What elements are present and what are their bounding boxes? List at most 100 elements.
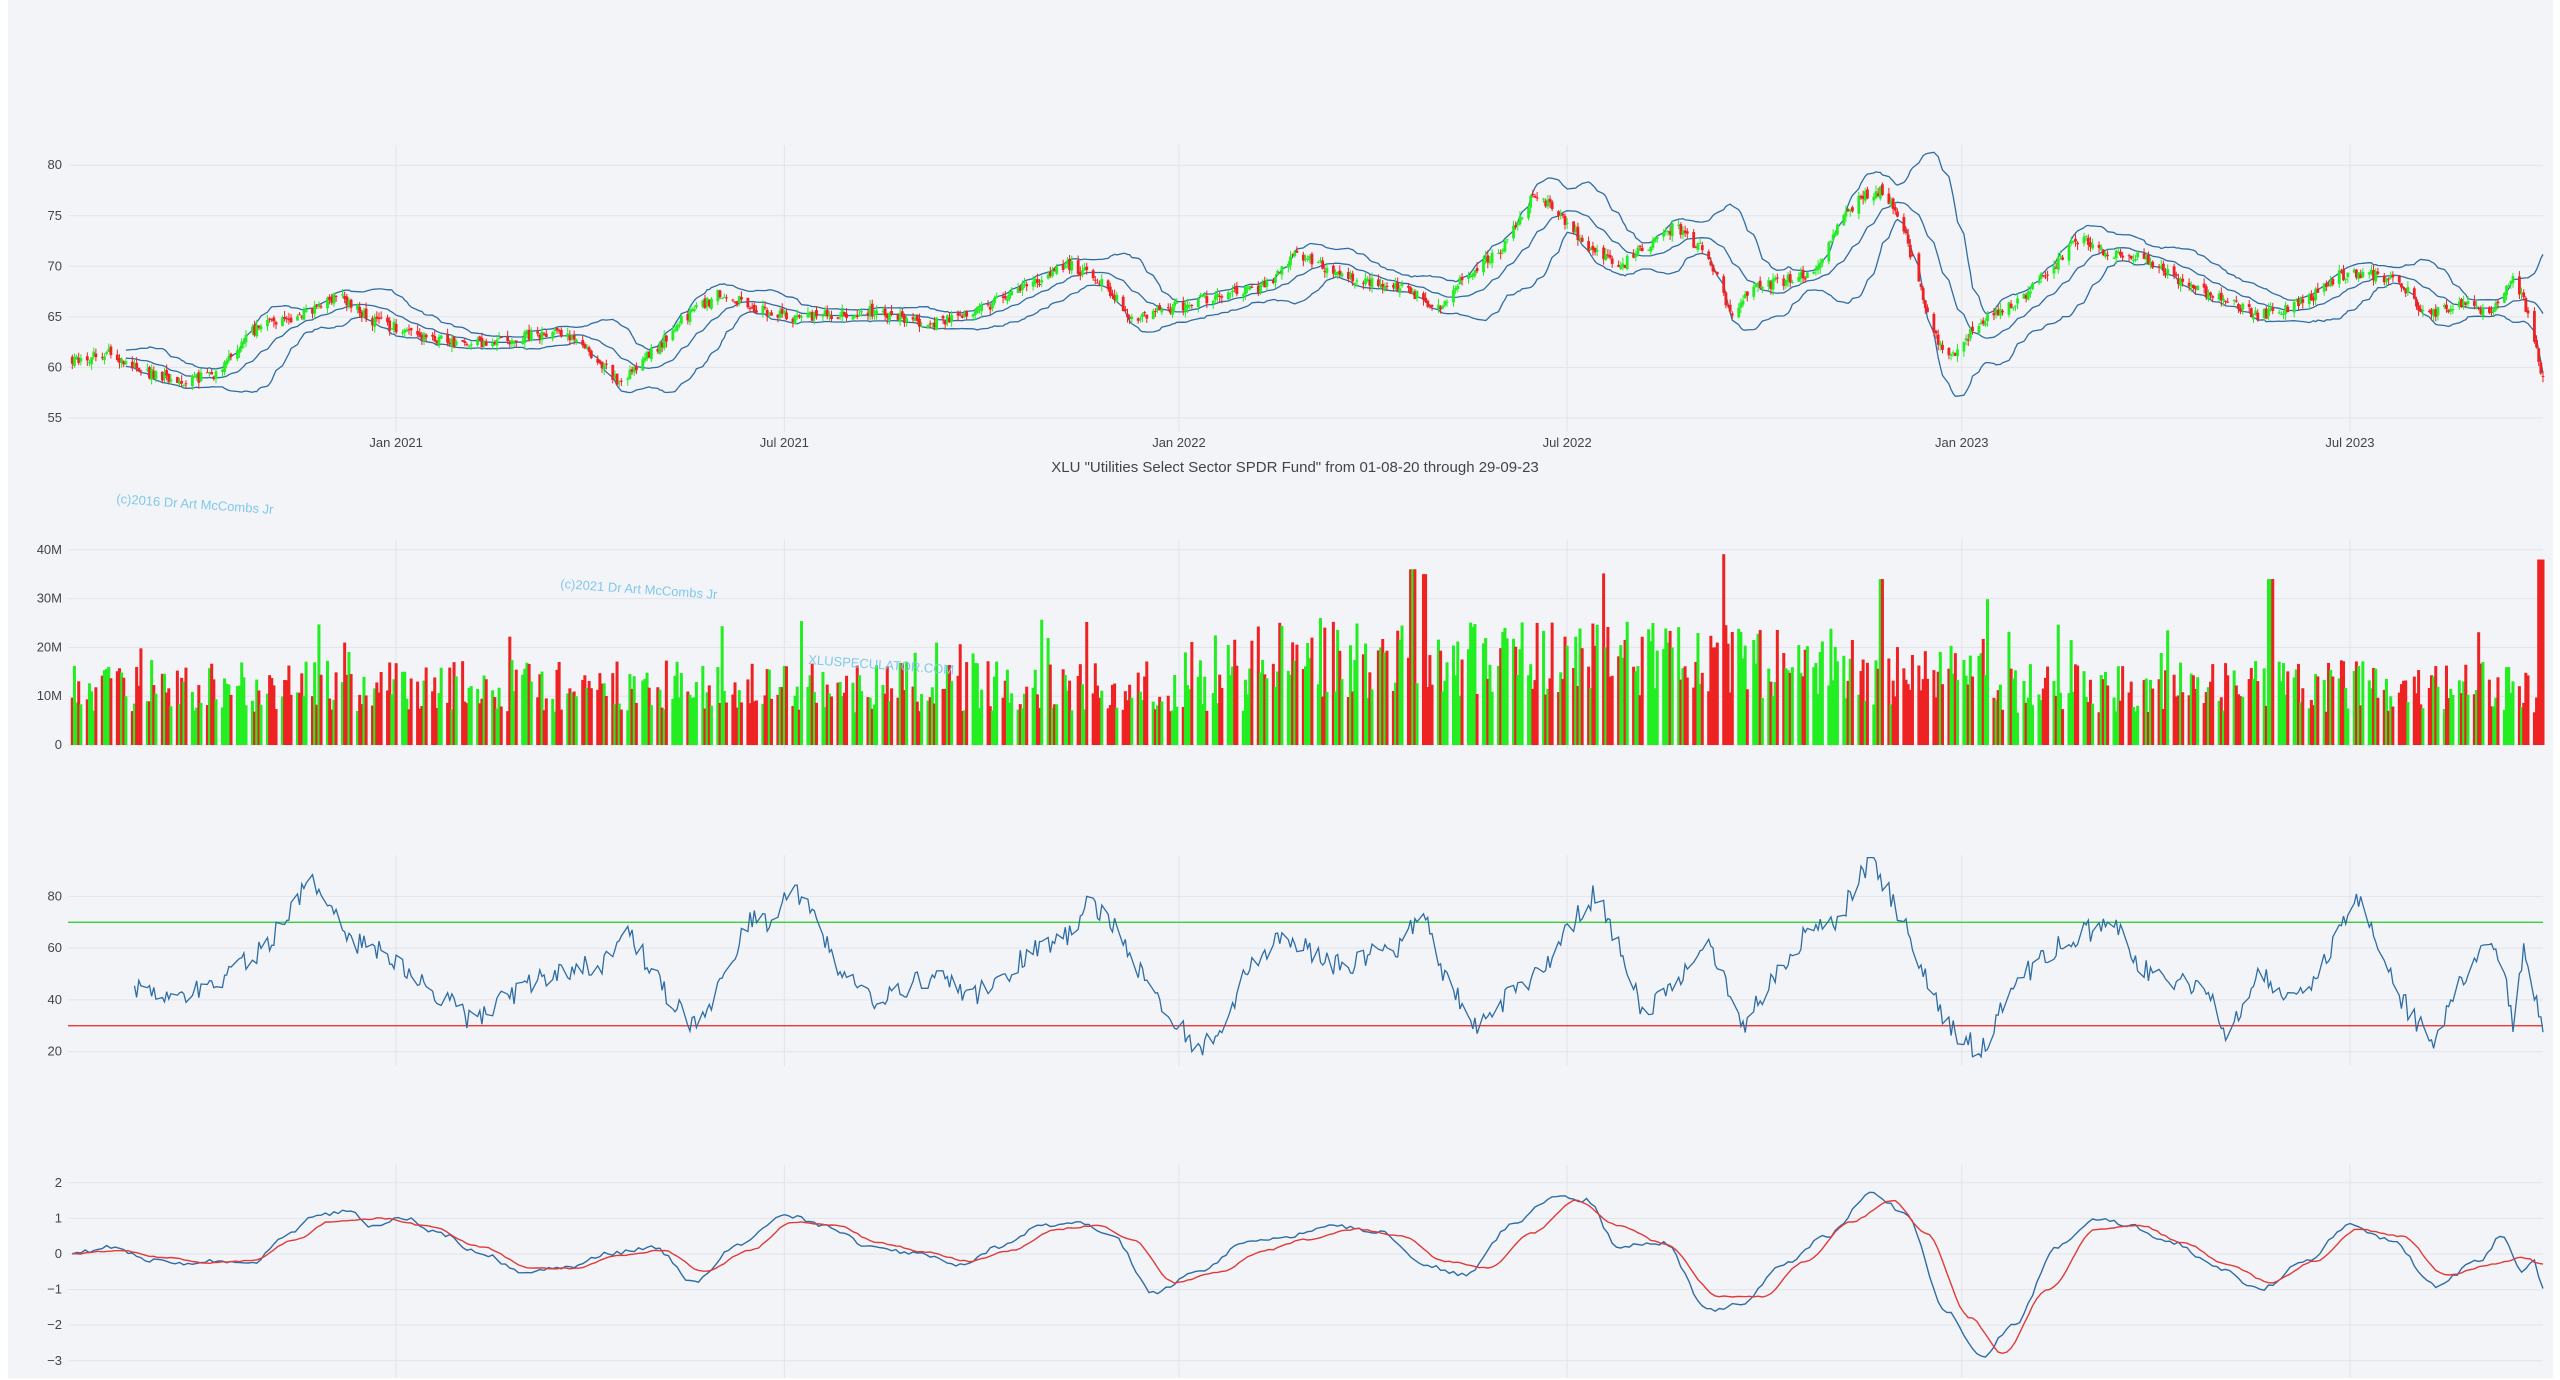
candle-body bbox=[150, 368, 154, 380]
candle-body bbox=[993, 298, 996, 303]
volume-bar bbox=[2449, 688, 2453, 745]
volume-bar bbox=[733, 682, 737, 745]
volume-bar bbox=[450, 709, 454, 745]
candle-body bbox=[92, 351, 96, 357]
candle-body bbox=[512, 342, 516, 344]
candle-body bbox=[2370, 269, 2373, 274]
volume-bar bbox=[2174, 696, 2178, 745]
y-tick-label: −1 bbox=[47, 1282, 62, 1297]
macd-line bbox=[72, 1191, 2544, 1358]
volume-bar bbox=[1085, 622, 1089, 745]
volume-bar bbox=[1334, 691, 1338, 745]
volume-bar bbox=[328, 698, 332, 745]
candle-body bbox=[2427, 310, 2431, 312]
volume-bar bbox=[1211, 693, 1215, 745]
candle-body bbox=[221, 369, 224, 372]
candle-body bbox=[242, 341, 246, 345]
candle-body bbox=[1679, 224, 1683, 235]
volume-bar bbox=[403, 671, 407, 745]
volume-bar bbox=[1786, 670, 1790, 745]
volume-bar bbox=[2309, 699, 2313, 745]
candle-body bbox=[881, 311, 885, 313]
volume-bar bbox=[2271, 579, 2275, 745]
volume-bar bbox=[1572, 667, 1576, 745]
volume-bar bbox=[420, 706, 424, 745]
candle-body bbox=[965, 311, 969, 317]
volume-bar bbox=[1767, 668, 1771, 745]
candle-body bbox=[628, 369, 632, 379]
candle-body bbox=[1557, 211, 1560, 217]
candle-body bbox=[2297, 298, 2300, 307]
volume-bar bbox=[2039, 700, 2043, 745]
volume-bar bbox=[375, 682, 379, 745]
candle-body bbox=[928, 323, 932, 325]
volume-bar bbox=[589, 688, 593, 745]
candle-body bbox=[1786, 274, 1790, 282]
volume-bar bbox=[2447, 698, 2451, 745]
volume-bar bbox=[656, 687, 660, 745]
candle-body bbox=[1409, 287, 1412, 294]
candle-body bbox=[935, 317, 939, 330]
candle-body bbox=[898, 313, 902, 322]
candle-body bbox=[860, 310, 863, 313]
volume-bar bbox=[2284, 694, 2288, 745]
candle-body bbox=[604, 363, 608, 365]
candle-body bbox=[1949, 353, 1953, 356]
volume-bar bbox=[2367, 680, 2371, 745]
candle-body bbox=[611, 365, 615, 380]
volume-bar bbox=[1153, 709, 1157, 745]
volume-bar bbox=[808, 675, 812, 745]
candle-body bbox=[765, 309, 769, 316]
volume-bar bbox=[1940, 684, 1944, 745]
volume-bar bbox=[454, 676, 458, 745]
volume-bar bbox=[1923, 651, 1927, 745]
volume-bar bbox=[707, 685, 711, 745]
candle-body bbox=[1767, 280, 1771, 287]
volume-bar bbox=[295, 692, 299, 745]
volume-bar bbox=[1138, 691, 1142, 745]
candle-body bbox=[2322, 283, 2326, 292]
volume-bar bbox=[2026, 697, 2030, 745]
candle-body bbox=[2151, 261, 2155, 268]
candle-body bbox=[1143, 312, 1147, 314]
candle-body bbox=[2211, 296, 2215, 298]
y-tick-label: 80 bbox=[48, 888, 62, 903]
candle-body bbox=[2337, 270, 2341, 284]
candle-body bbox=[2432, 309, 2436, 317]
candle-body bbox=[1190, 304, 1194, 306]
candle-body bbox=[334, 295, 338, 297]
volume-bar bbox=[1971, 676, 1975, 745]
candle-body bbox=[2355, 269, 2358, 278]
candle-body bbox=[978, 308, 981, 310]
candle-body bbox=[296, 316, 299, 321]
candle-body bbox=[1046, 274, 1050, 279]
volume-bar bbox=[812, 691, 816, 745]
candle-body bbox=[2059, 255, 2062, 257]
candle-body bbox=[1941, 344, 1944, 350]
candle-body bbox=[2271, 308, 2275, 311]
candle-body bbox=[1790, 282, 1794, 284]
candle-body bbox=[1782, 278, 1786, 286]
volume-bar bbox=[2239, 696, 2243, 745]
volume-bar bbox=[1370, 689, 1374, 745]
volume-bar bbox=[497, 687, 501, 745]
volume-bar bbox=[1130, 697, 1134, 745]
candle-body bbox=[1574, 228, 1578, 232]
candle-body bbox=[270, 319, 274, 321]
volume-bar bbox=[480, 698, 484, 745]
volume-bar bbox=[1677, 627, 1681, 745]
volume-bar bbox=[690, 698, 694, 745]
volume-bar bbox=[1083, 709, 1087, 745]
volume-bar bbox=[1216, 703, 1220, 745]
candle-body bbox=[208, 372, 211, 374]
candle-body bbox=[2397, 275, 2401, 283]
volume-bar bbox=[1490, 691, 1494, 745]
volume-bar bbox=[1308, 658, 1312, 745]
volume-bar bbox=[821, 671, 825, 745]
candle-body bbox=[660, 342, 664, 348]
candle-body bbox=[1040, 280, 1044, 283]
volume-bar bbox=[2505, 667, 2509, 745]
volume-bar bbox=[868, 697, 872, 745]
volume-bar bbox=[2097, 712, 2101, 745]
